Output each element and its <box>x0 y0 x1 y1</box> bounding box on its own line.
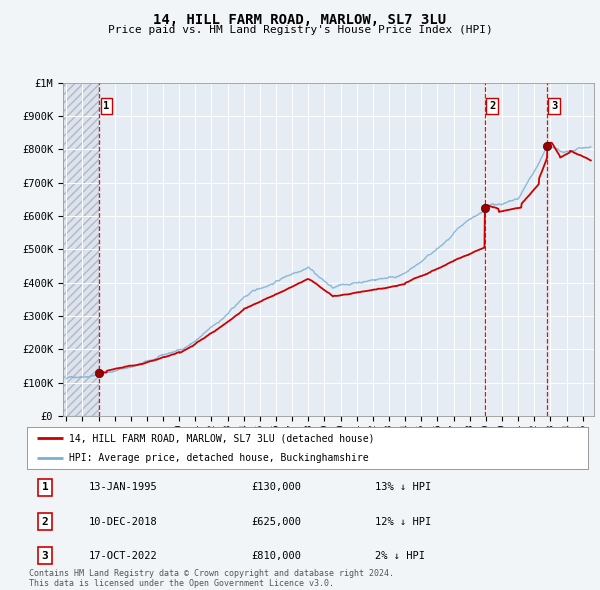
Bar <box>63 83 99 416</box>
Text: 13% ↓ HPI: 13% ↓ HPI <box>375 483 431 492</box>
Text: 2% ↓ HPI: 2% ↓ HPI <box>375 551 425 560</box>
Text: 14, HILL FARM ROAD, MARLOW, SL7 3LU (detached house): 14, HILL FARM ROAD, MARLOW, SL7 3LU (det… <box>69 433 374 443</box>
Text: £625,000: £625,000 <box>251 517 301 526</box>
Text: 13-JAN-1995: 13-JAN-1995 <box>89 483 157 492</box>
Text: Contains HM Land Registry data © Crown copyright and database right 2024.
This d: Contains HM Land Registry data © Crown c… <box>29 569 394 588</box>
Text: 14, HILL FARM ROAD, MARLOW, SL7 3LU: 14, HILL FARM ROAD, MARLOW, SL7 3LU <box>154 13 446 27</box>
Text: HPI: Average price, detached house, Buckinghamshire: HPI: Average price, detached house, Buck… <box>69 453 368 463</box>
Text: £810,000: £810,000 <box>251 551 301 560</box>
Text: 3: 3 <box>551 101 557 111</box>
Text: Price paid vs. HM Land Registry's House Price Index (HPI): Price paid vs. HM Land Registry's House … <box>107 25 493 35</box>
Text: 17-OCT-2022: 17-OCT-2022 <box>89 551 157 560</box>
Text: 2: 2 <box>489 101 495 111</box>
Text: £130,000: £130,000 <box>251 483 301 492</box>
Text: 1: 1 <box>103 101 109 111</box>
Text: 1: 1 <box>41 483 49 492</box>
Text: 2: 2 <box>41 517 49 526</box>
Text: 3: 3 <box>41 551 49 560</box>
Text: 10-DEC-2018: 10-DEC-2018 <box>89 517 157 526</box>
Text: 12% ↓ HPI: 12% ↓ HPI <box>375 517 431 526</box>
